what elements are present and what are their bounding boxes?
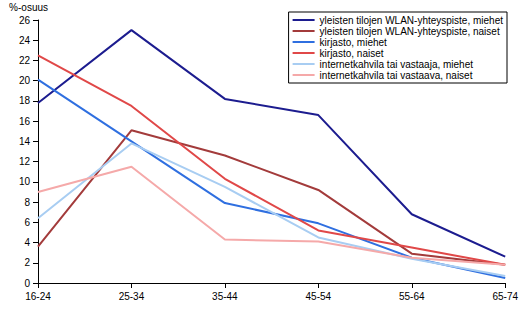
svg-text:yleisten tilojen WLAN-yhteyspi: yleisten tilojen WLAN-yhteyspiste, naise… [320, 26, 500, 37]
svg-text:internetkahvila tai vastaava,: internetkahvila tai vastaava, naiset [320, 70, 473, 81]
svg-text:22: 22 [19, 55, 31, 66]
svg-text:14: 14 [19, 136, 31, 147]
svg-text:%-osuus: %-osuus [9, 2, 48, 13]
svg-text:yleisten tilojen WLAN-yhteyspi: yleisten tilojen WLAN-yhteyspiste, miehe… [320, 15, 504, 26]
svg-text:2: 2 [24, 257, 30, 268]
svg-text:kirjasto, miehet: kirjasto, miehet [320, 37, 387, 48]
svg-text:26: 26 [19, 15, 31, 26]
svg-text:24: 24 [19, 35, 31, 46]
svg-text:6: 6 [24, 217, 30, 228]
svg-text:12: 12 [19, 156, 31, 167]
svg-text:16: 16 [19, 116, 31, 127]
svg-text:20: 20 [19, 75, 31, 86]
svg-text:18: 18 [19, 95, 31, 106]
svg-text:8: 8 [24, 197, 30, 208]
svg-text:internetkahvila tai vastaaja,: internetkahvila tai vastaaja, miehet [320, 59, 474, 70]
svg-text:16-24: 16-24 [25, 291, 51, 302]
svg-text:45-54: 45-54 [306, 291, 332, 302]
svg-text:10: 10 [19, 176, 31, 187]
svg-text:65-74: 65-74 [492, 291, 518, 302]
svg-text:55-64: 55-64 [399, 291, 425, 302]
svg-text:35-44: 35-44 [212, 291, 238, 302]
svg-text:kirjasto, naiset: kirjasto, naiset [320, 48, 384, 59]
svg-text:0: 0 [24, 278, 30, 289]
svg-text:25-34: 25-34 [119, 291, 145, 302]
svg-text:4: 4 [24, 237, 30, 248]
